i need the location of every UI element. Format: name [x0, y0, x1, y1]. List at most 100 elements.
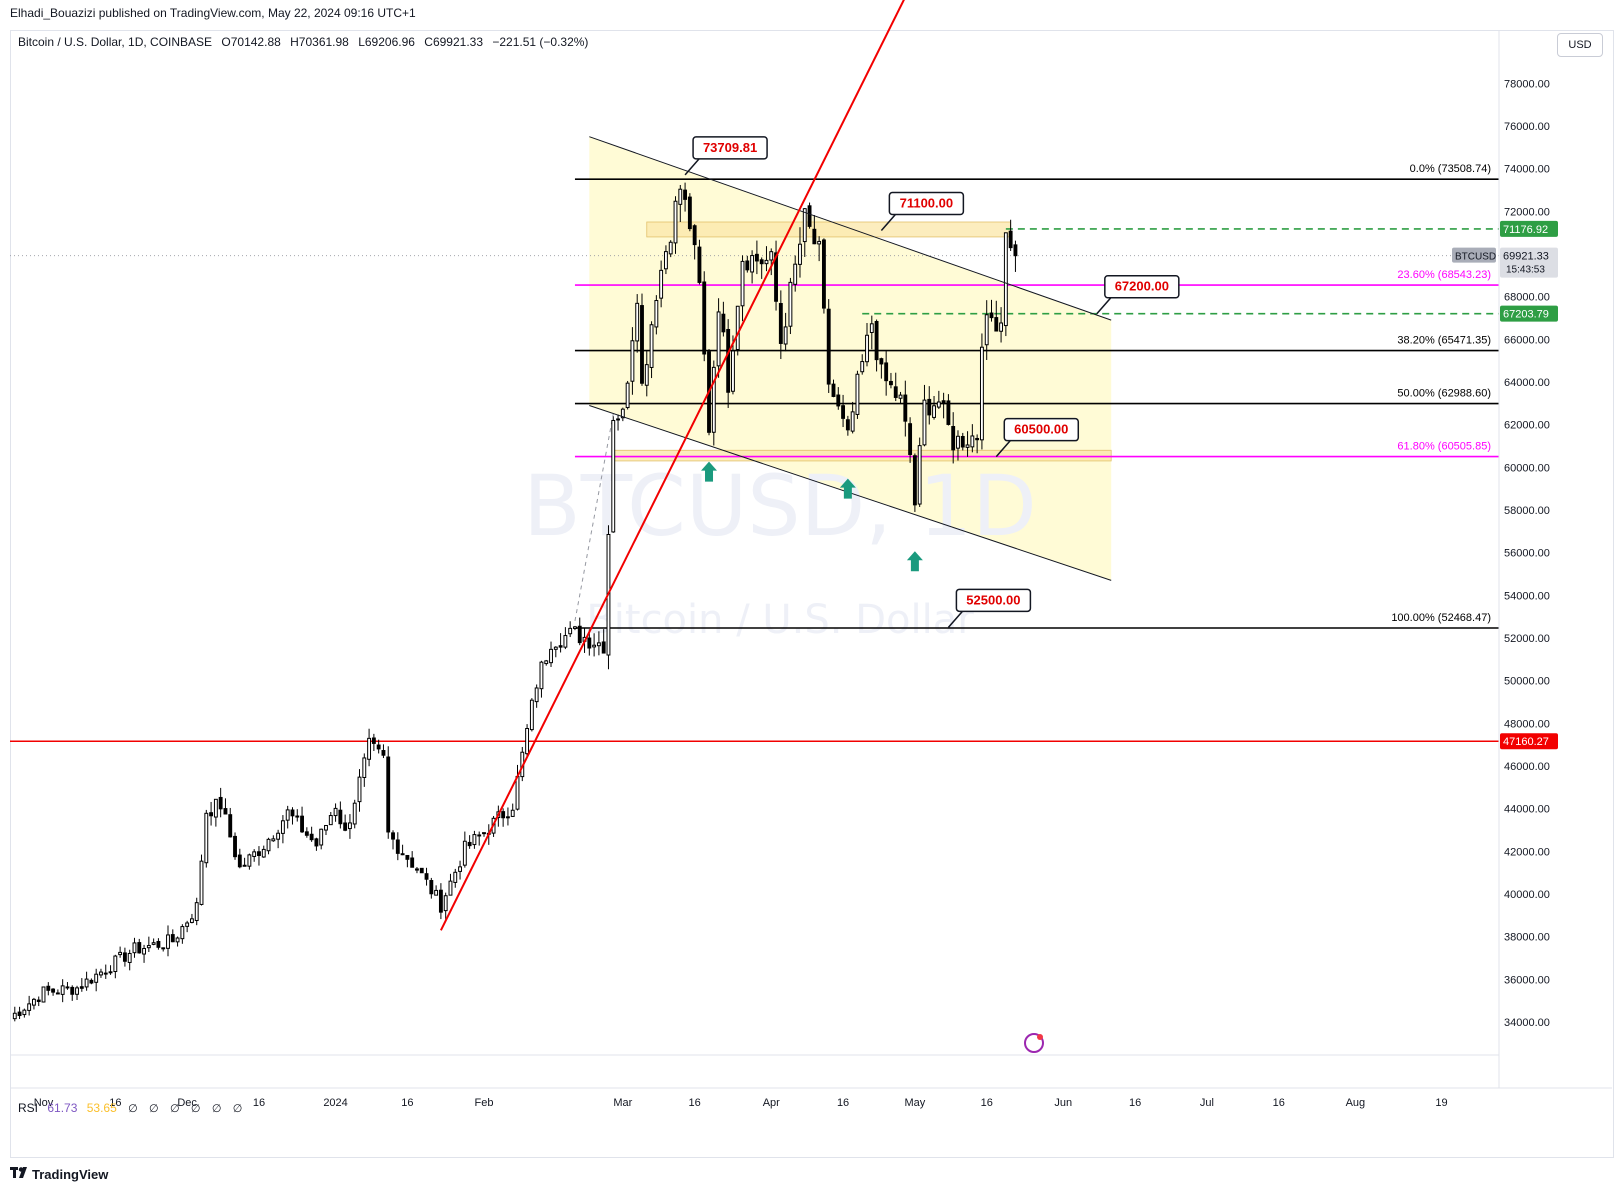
candle[interactable]: [328, 815, 333, 826]
candle[interactable]: [185, 922, 190, 927]
candle[interactable]: [314, 838, 319, 847]
candle[interactable]: [740, 260, 745, 307]
candle[interactable]: [893, 386, 898, 398]
candle[interactable]: [223, 808, 228, 815]
currency-selector[interactable]: USD: [1557, 33, 1603, 57]
candle[interactable]: [175, 937, 180, 943]
candle[interactable]: [855, 373, 860, 415]
candle[interactable]: [716, 311, 721, 367]
candle[interactable]: [525, 728, 530, 755]
candle[interactable]: [228, 814, 233, 838]
candle[interactable]: [759, 259, 764, 265]
candle[interactable]: [558, 645, 563, 648]
candle[interactable]: [673, 200, 678, 244]
candle[interactable]: [108, 971, 113, 974]
rsi-setting-icon[interactable]: ∅: [169, 1103, 180, 1115]
candle[interactable]: [252, 851, 257, 857]
candle[interactable]: [544, 660, 549, 665]
candle[interactable]: [376, 744, 381, 750]
candle[interactable]: [448, 880, 453, 896]
candle[interactable]: [352, 802, 357, 825]
candle[interactable]: [257, 851, 261, 857]
candle[interactable]: [534, 687, 539, 703]
candle[interactable]: [300, 815, 304, 833]
candle[interactable]: [769, 251, 774, 261]
candle[interactable]: [247, 854, 252, 867]
candle[interactable]: [903, 394, 908, 422]
candle[interactable]: [889, 380, 893, 386]
candle[interactable]: [845, 419, 850, 431]
candle[interactable]: [711, 366, 716, 433]
candle[interactable]: [635, 302, 640, 342]
candle[interactable]: [209, 812, 214, 817]
channel-upper-line[interactable]: [589, 136, 1112, 321]
symbol-name[interactable]: Bitcoin / U.S. Dollar, 1D, COINBASE: [18, 35, 213, 49]
candle[interactable]: [793, 263, 798, 285]
candle[interactable]: [802, 208, 807, 243]
candle[interactable]: [577, 625, 582, 644]
candle[interactable]: [879, 358, 884, 365]
candle[interactable]: [764, 259, 769, 265]
candle[interactable]: [12, 1012, 17, 1020]
candle[interactable]: [161, 947, 166, 950]
candle[interactable]: [683, 189, 688, 200]
candle[interactable]: [415, 868, 419, 871]
candle[interactable]: [754, 253, 759, 262]
candle[interactable]: [821, 239, 826, 309]
candle[interactable]: [678, 188, 683, 205]
candle[interactable]: [180, 926, 185, 940]
candle[interactable]: [539, 661, 544, 690]
candle[interactable]: [501, 811, 506, 819]
candle[interactable]: [884, 362, 889, 382]
candle[interactable]: [965, 444, 970, 448]
candle[interactable]: [960, 436, 965, 448]
candle[interactable]: [118, 951, 123, 956]
candle[interactable]: [36, 999, 41, 1002]
candle[interactable]: [434, 889, 439, 896]
rsi-label[interactable]: RSI: [18, 1101, 39, 1115]
candle[interactable]: [84, 978, 89, 988]
candle[interactable]: [668, 241, 673, 255]
candle[interactable]: [362, 757, 367, 778]
candle[interactable]: [199, 860, 204, 905]
candle[interactable]: [94, 973, 99, 983]
candle[interactable]: [783, 326, 788, 345]
candle[interactable]: [917, 445, 922, 505]
candle[interactable]: [271, 838, 276, 842]
candle[interactable]: [367, 737, 372, 760]
candle[interactable]: [778, 303, 783, 344]
candle[interactable]: [285, 809, 290, 821]
candle[interactable]: [410, 857, 415, 868]
candle[interactable]: [453, 871, 458, 883]
candle[interactable]: [573, 626, 577, 629]
candle[interactable]: [113, 955, 118, 973]
candle[interactable]: [702, 281, 707, 355]
candle[interactable]: [601, 641, 606, 654]
candle[interactable]: [194, 902, 199, 922]
candle[interactable]: [841, 405, 846, 419]
candle[interactable]: [99, 971, 103, 976]
candle[interactable]: [127, 952, 132, 963]
price-callout[interactable]: [955, 588, 1032, 613]
candle[interactable]: [898, 394, 903, 399]
candle[interactable]: [22, 1009, 27, 1016]
candle[interactable]: [60, 985, 65, 995]
candle[interactable]: [927, 398, 932, 416]
candle[interactable]: [908, 423, 913, 455]
candle[interactable]: [663, 251, 668, 270]
candle[interactable]: [261, 848, 266, 858]
price-callout[interactable]: [1104, 274, 1180, 299]
candle[interactable]: [912, 455, 917, 506]
candle[interactable]: [395, 839, 400, 854]
candle[interactable]: [424, 873, 429, 880]
candle[interactable]: [735, 305, 740, 351]
candle[interactable]: [946, 400, 951, 425]
candle[interactable]: [391, 832, 395, 840]
candle[interactable]: [922, 399, 927, 446]
candle[interactable]: [467, 841, 472, 847]
candle[interactable]: [616, 418, 620, 421]
candle[interactable]: [505, 816, 510, 819]
candle[interactable]: [568, 627, 573, 635]
candle[interactable]: [860, 361, 865, 373]
candle[interactable]: [529, 699, 534, 731]
